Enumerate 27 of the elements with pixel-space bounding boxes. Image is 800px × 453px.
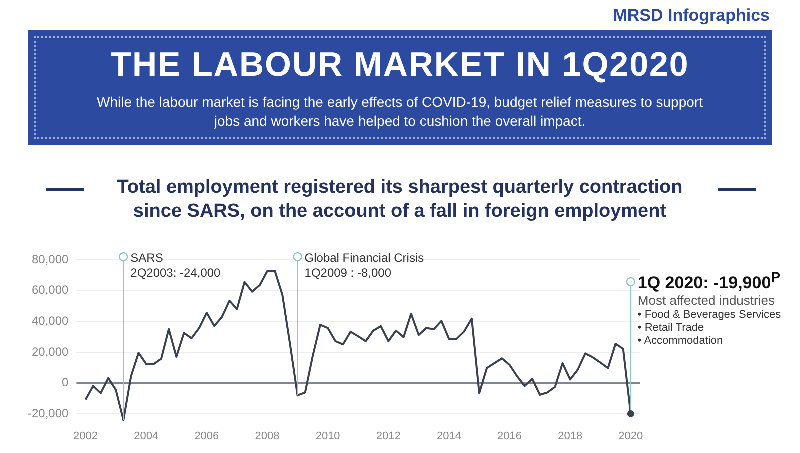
- chart-subtitle: While the labour market is facing the early effects of COVID-19, budget relief measures to support jobs and workers have helped to cushion the overall impact.: [96, 93, 704, 131]
- annotation: • Accommodation: [638, 335, 724, 348]
- y-tick-label: 0: [62, 376, 70, 390]
- annotation: • Food & Beverages Services: [638, 309, 782, 322]
- x-tick-label: 2012: [376, 430, 401, 442]
- x-tick-label: 2020: [618, 430, 644, 442]
- y-tick-label: 80,000: [32, 252, 70, 266]
- y-tick-label: 20,000: [32, 344, 70, 359]
- x-tick-label: 2014: [436, 430, 462, 442]
- annotation: SARS 2Q2003: -24,000: [130, 251, 221, 281]
- text: Total employment registered its sharpest quarterly contraction since SARS, on the account of a fall in foreign employment: [116, 176, 684, 224]
- y-tick-label: 60,000: [32, 283, 70, 298]
- x-tick-label: 2004: [134, 430, 159, 442]
- annotation: Global Financial Crisis 1Q2009 : -8,000: [304, 251, 424, 281]
- y-tick-label: 40,000: [32, 314, 70, 328]
- x-tick-label: 2018: [558, 430, 583, 442]
- x-tick-label: 2016: [498, 430, 522, 442]
- y-tick-label: -20,000: [28, 406, 70, 420]
- text: MRSD Infographics: [613, 6, 770, 26]
- annotation: • Retail Trade: [638, 322, 706, 335]
- annotation: 1Q 2020: -19,900$^{P}$: [638, 270, 781, 293]
- x-tick-label: 2008: [255, 430, 280, 442]
- annotation: Most affected industries: [638, 293, 776, 308]
- x-tick-label: 2010: [316, 430, 340, 442]
- chart-title: THE LABOUR MARKET IN 1Q2020: [110, 46, 690, 85]
- x-tick-label: 2006: [194, 430, 220, 442]
- x-tick-label: 2002: [74, 430, 98, 442]
